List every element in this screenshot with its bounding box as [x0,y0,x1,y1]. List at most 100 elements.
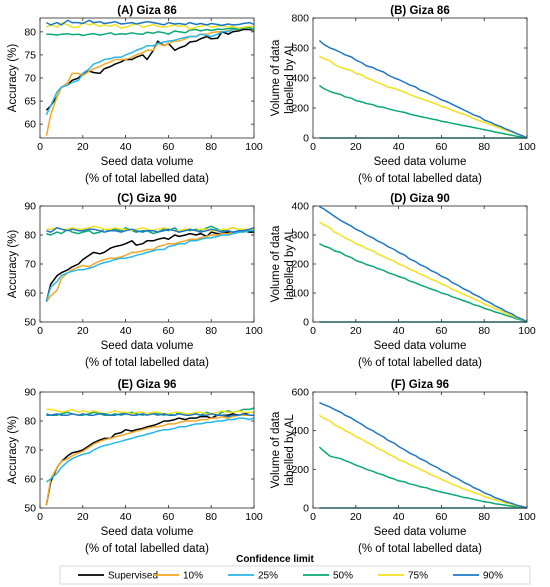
series-line-90pct [46,413,254,418]
y-tick-label: 200 [291,103,309,115]
series-line-10pct [45,26,255,136]
x-axis-label: Seed data volume [101,156,194,168]
axes-box [312,391,528,509]
series-line-25pct [45,417,255,483]
x-axis-label: Seed data volume [101,526,194,538]
plot-area [313,18,527,138]
x-tick-label: 80 [478,511,490,523]
panel-f: 0 20 40 60 80 100 0 200 400 600 (F) Giza 96 Seed da… [270,379,536,555]
x-tick-label: 100 [518,511,536,523]
x-tick-label: 60 [163,325,175,337]
y-tick-label: 100 [291,288,309,300]
x-tick-label: 40 [120,141,132,153]
x-tick-label: 100 [245,141,263,153]
x-tick-label: 40 [393,325,405,337]
legend-title: Confidence limit [236,554,314,565]
series-line-90pct [319,205,528,323]
plot-area [313,392,527,508]
x-axis-label: Seed data volume [374,526,467,538]
x-tick-label: 40 [120,511,132,523]
y-tick-label: 50 [24,503,36,515]
legend-item-25pct: 25% [228,571,278,582]
y-axis-label: Volume of data [270,39,282,116]
x-axis-label-secondary: (% of total labelled data) [358,543,482,555]
legend-box [59,565,531,585]
series-line-50pct [46,26,255,37]
y-tick-label: 65 [24,96,36,108]
y-tick-label: 600 [291,43,309,55]
series-line-25pct [45,229,254,302]
x-tick-label: 40 [120,325,132,337]
legend-label: 25% [258,571,278,582]
y-tick-label: 60 [24,119,36,131]
x-tick-label: 80 [205,511,217,523]
series-line-50pct [318,446,528,509]
legend-item-50pct: 50% [303,571,353,582]
chart-title: (D) Giza 90 [390,193,449,205]
x-tick-label: 60 [436,325,448,337]
y-axis-label: Accuracy (%) [7,44,19,113]
x-tick-label: 20 [350,141,362,153]
y-tick-label: 75 [24,49,36,61]
series-line-10pct [45,414,254,506]
x-tick-label: 40 [393,141,405,153]
x-tick-label: 80 [205,325,217,337]
legend-item-supervised: Supervised [78,571,158,582]
x-tick-label: 0 [37,511,43,523]
x-tick-label: 60 [163,141,175,153]
y-tick-label: 90 [24,201,36,213]
series-line-75pct [318,414,528,509]
x-axis-label-secondary: (% of total labelled data) [85,173,209,185]
y-tick-label: 200 [291,464,309,476]
legend: Confidence limit Supervised 10% 25% 50% 75% 9… [59,554,531,585]
y-tick-label: 400 [291,425,309,437]
y-axis-label: Accuracy (%) [7,230,19,299]
y-tick-label: 200 [291,259,309,271]
x-axis-label-secondary: (% of total labelled data) [358,173,482,185]
y-tick-label: 80 [24,26,36,38]
legend-label: Supervised [108,571,158,582]
y-axis-label: Volume of data [270,411,282,488]
x-tick-label: 0 [310,325,316,337]
y-tick-label: 0 [303,503,309,515]
x-tick-label: 80 [205,141,217,153]
legend-items: Supervised 10% 25% 50% 75% 90% [78,571,503,582]
x-tick-label: 80 [478,141,490,153]
series-line-50pct [319,243,528,323]
x-tick-label: 20 [77,141,89,153]
panel-d: 0 20 40 60 80 100 0 100 200 300 400 (D) Giza 90 Seed… [270,193,536,369]
series-line-10pct [45,228,255,303]
y-tick-label: 70 [24,73,36,85]
x-tick-label: 60 [436,511,448,523]
panel-e: 0 20 40 60 80 100 50 60 70 80 90 (E) Giza 96 Seed da… [7,379,263,555]
series-line-75pct [319,55,528,139]
y-tick-label: 70 [24,445,36,457]
x-tick-label: 0 [310,511,316,523]
x-tick-label: 0 [37,325,43,337]
x-tick-label: 60 [163,511,175,523]
y-tick-label: 90 [24,387,36,399]
y-tick-label: 400 [291,73,309,85]
series-line-90pct [46,227,255,233]
x-tick-label: 0 [310,141,316,153]
y-axis-label-secondary: labelled by AL [284,228,296,300]
x-tick-label: 0 [37,141,43,153]
y-axis-label: Accuracy (%) [7,416,19,485]
legend-label: 10% [183,571,203,582]
x-axis-label: Seed data volume [374,340,467,352]
series-line-90pct [46,19,255,27]
y-tick-label: 80 [24,416,36,428]
x-tick-label: 40 [393,511,405,523]
x-tick-label: 20 [77,325,89,337]
x-tick-label: 100 [518,325,536,337]
legend-label: 90% [483,571,503,582]
x-tick-label: 100 [518,141,536,153]
x-axis-label: Seed data volume [374,156,467,168]
y-tick-label: 70 [24,259,36,271]
legend-label: 50% [333,571,353,582]
y-tick-label: 0 [303,317,309,329]
plot-area [40,18,254,138]
panel-c: 0 20 40 60 80 100 50 60 70 80 90 (C) Giza 90 Seed da… [7,193,263,369]
x-tick-label: 80 [478,325,490,337]
series-line-90pct [318,39,528,139]
